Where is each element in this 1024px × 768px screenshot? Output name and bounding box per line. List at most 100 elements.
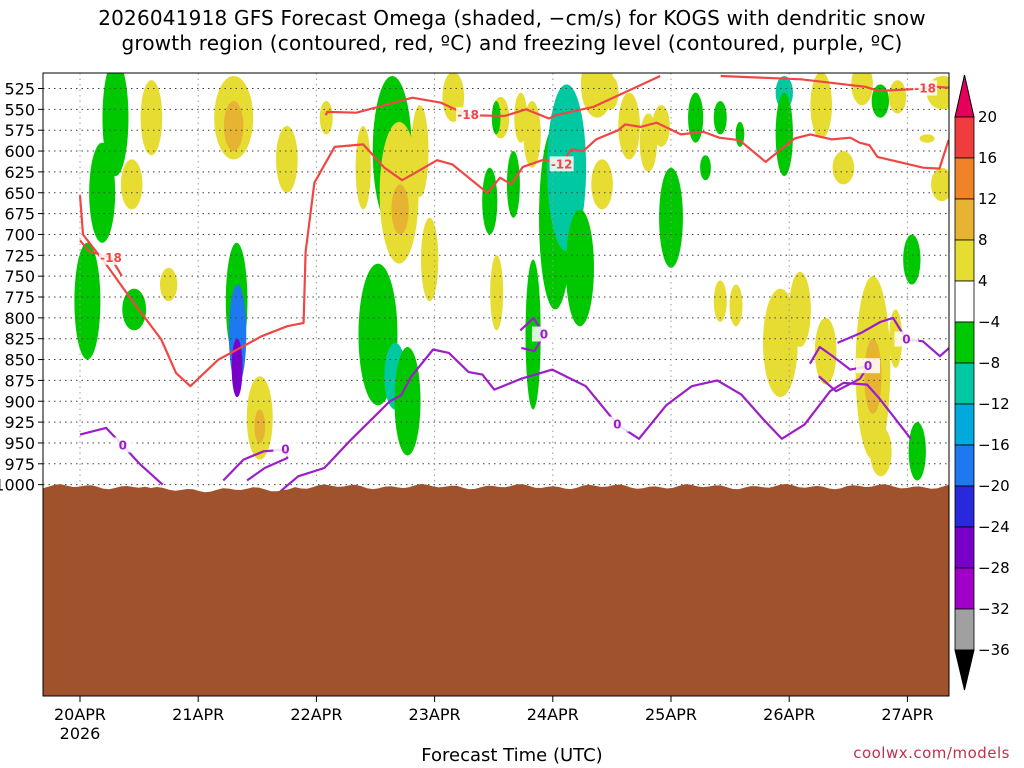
omega-cell-45	[700, 155, 711, 181]
omega-cell-8	[223, 101, 244, 152]
omega-cell-48	[713, 280, 727, 323]
colorbar-segment-12	[954, 608, 975, 651]
grid	[43, 73, 949, 696]
omega-cell-16	[355, 126, 371, 210]
contour-label-bg-6	[605, 416, 630, 432]
omega-cell-23	[411, 105, 429, 197]
source-credit: coolwx.com/models	[853, 744, 1010, 762]
x-tick-label-3: 23APR	[409, 705, 461, 724]
colorbar-segment-8	[954, 444, 975, 487]
contour-label-bg-8	[856, 358, 880, 374]
colorbar-top-arrow	[954, 74, 975, 118]
omega-cell-5	[120, 159, 143, 210]
contour-label-2: -12	[551, 157, 573, 171]
y-tick-label-0: 525	[4, 80, 35, 99]
chart-title: 2026041918 GFS Forecast Omega (shaded, −…	[0, 6, 1024, 56]
omega-cell-1	[89, 142, 116, 243]
x-tick-label-4: 24APR	[527, 705, 579, 724]
y-tick-label-19: 1000	[0, 476, 35, 495]
omega-cell-53	[789, 271, 811, 348]
y-tick-label-18: 975	[4, 455, 35, 474]
omega-cell-15	[319, 101, 333, 135]
y-tick-label-10: 775	[4, 288, 35, 307]
colorbar-segment-3	[954, 239, 975, 282]
colorbar-label-12: −32	[978, 600, 1010, 618]
contour-1	[720, 74, 949, 93]
colorbar-segment-2	[954, 198, 975, 241]
colorbar-segment-7	[954, 403, 975, 446]
contour-4	[79, 426, 164, 486]
colorbar-label-3: 8	[978, 231, 988, 249]
omega-cell-59	[864, 338, 882, 414]
x-tick-label-2: 22APR	[290, 705, 342, 724]
omega-cell-20	[394, 347, 421, 456]
omega-cell-43	[659, 167, 683, 268]
omega-cell-28	[482, 167, 498, 235]
contour-label-bg-2	[549, 156, 574, 172]
omega-cell-54	[810, 73, 833, 139]
contour-label-bg-1	[913, 80, 938, 96]
omega-cell-62	[888, 80, 907, 114]
omega-cell-60	[869, 426, 892, 477]
contour-label-7: 0	[902, 333, 910, 347]
contour-label-bg-5	[273, 441, 298, 457]
contour-label-9: 0	[540, 328, 548, 342]
y-tick-label-13: 850	[4, 351, 35, 370]
x-tick-label-0: 20APR	[54, 705, 106, 724]
y-tick-label-11: 800	[4, 309, 35, 328]
chart-title-line-2: growth region (contoured, red, ºC) and f…	[121, 31, 903, 55]
x-tick-label-6: 26APR	[763, 705, 815, 724]
omega-cell-64	[903, 234, 921, 285]
omega-cell-14	[276, 126, 298, 193]
colorbar-label-13: −36	[978, 641, 1010, 659]
colorbar-segment-10	[954, 526, 975, 569]
colorbar-segment-5	[954, 321, 975, 364]
omega-cell-3	[122, 288, 147, 331]
omega-cell-4	[140, 80, 163, 156]
omega-cell-30	[506, 151, 520, 218]
contour-label-bg-9	[531, 326, 556, 342]
omega-cell-71	[1012, 385, 1024, 452]
omega-cell-11	[231, 338, 243, 398]
omega-cell-51	[775, 92, 793, 177]
omega-cell-0	[74, 242, 101, 360]
x-tick-label-1: 21APR	[172, 705, 224, 724]
omega-cell-65	[908, 422, 926, 481]
contour-label-bg-7	[894, 331, 919, 347]
y-tick-label-16: 925	[4, 413, 35, 432]
y-tick-label-5: 650	[4, 184, 35, 203]
colorbar-segment-6	[954, 362, 975, 405]
omega-cell-69	[999, 305, 1021, 347]
contour-label-1: -18	[914, 82, 936, 96]
colorbar-label-10: −24	[978, 518, 1010, 536]
chart-title-line-1: 2026041918 GFS Forecast Omega (shaded, −…	[98, 6, 926, 30]
colorbar-label-11: −28	[978, 559, 1010, 577]
colorbar-bottom-arrow	[954, 649, 975, 691]
y-tick-label-2: 575	[4, 121, 35, 140]
omega-cell-66	[919, 134, 935, 143]
colorbar-label-5: −4	[978, 313, 1000, 331]
omega-cell-22	[391, 184, 409, 235]
plot-frame	[42, 72, 950, 697]
contour-label-bg-0	[456, 107, 481, 123]
colorbar-label-6: −8	[978, 354, 1000, 372]
omega-cell-39	[603, 75, 619, 110]
y-tick-label-8: 725	[4, 246, 35, 265]
omega-cell-56	[832, 151, 855, 185]
y-tick-label-3: 600	[4, 142, 35, 161]
contour-label-6: 0	[613, 418, 621, 432]
colorbar-label-1: 16	[978, 149, 997, 167]
x-axis-label: Forecast Time (UTC)	[421, 745, 603, 766]
y-tick-label-7: 700	[4, 225, 35, 244]
contour-label-5: 0	[281, 443, 289, 457]
colorbar-label-7: −12	[978, 395, 1010, 413]
y-tick-label-12: 825	[4, 330, 35, 349]
terrain	[43, 484, 949, 696]
x-tick-label-7: 27APR	[881, 705, 933, 724]
omega-cell-36	[565, 209, 594, 327]
y-tick-label-17: 950	[4, 434, 35, 453]
colorbar-label-8: −16	[978, 436, 1010, 454]
omega-cell-29	[490, 255, 504, 331]
